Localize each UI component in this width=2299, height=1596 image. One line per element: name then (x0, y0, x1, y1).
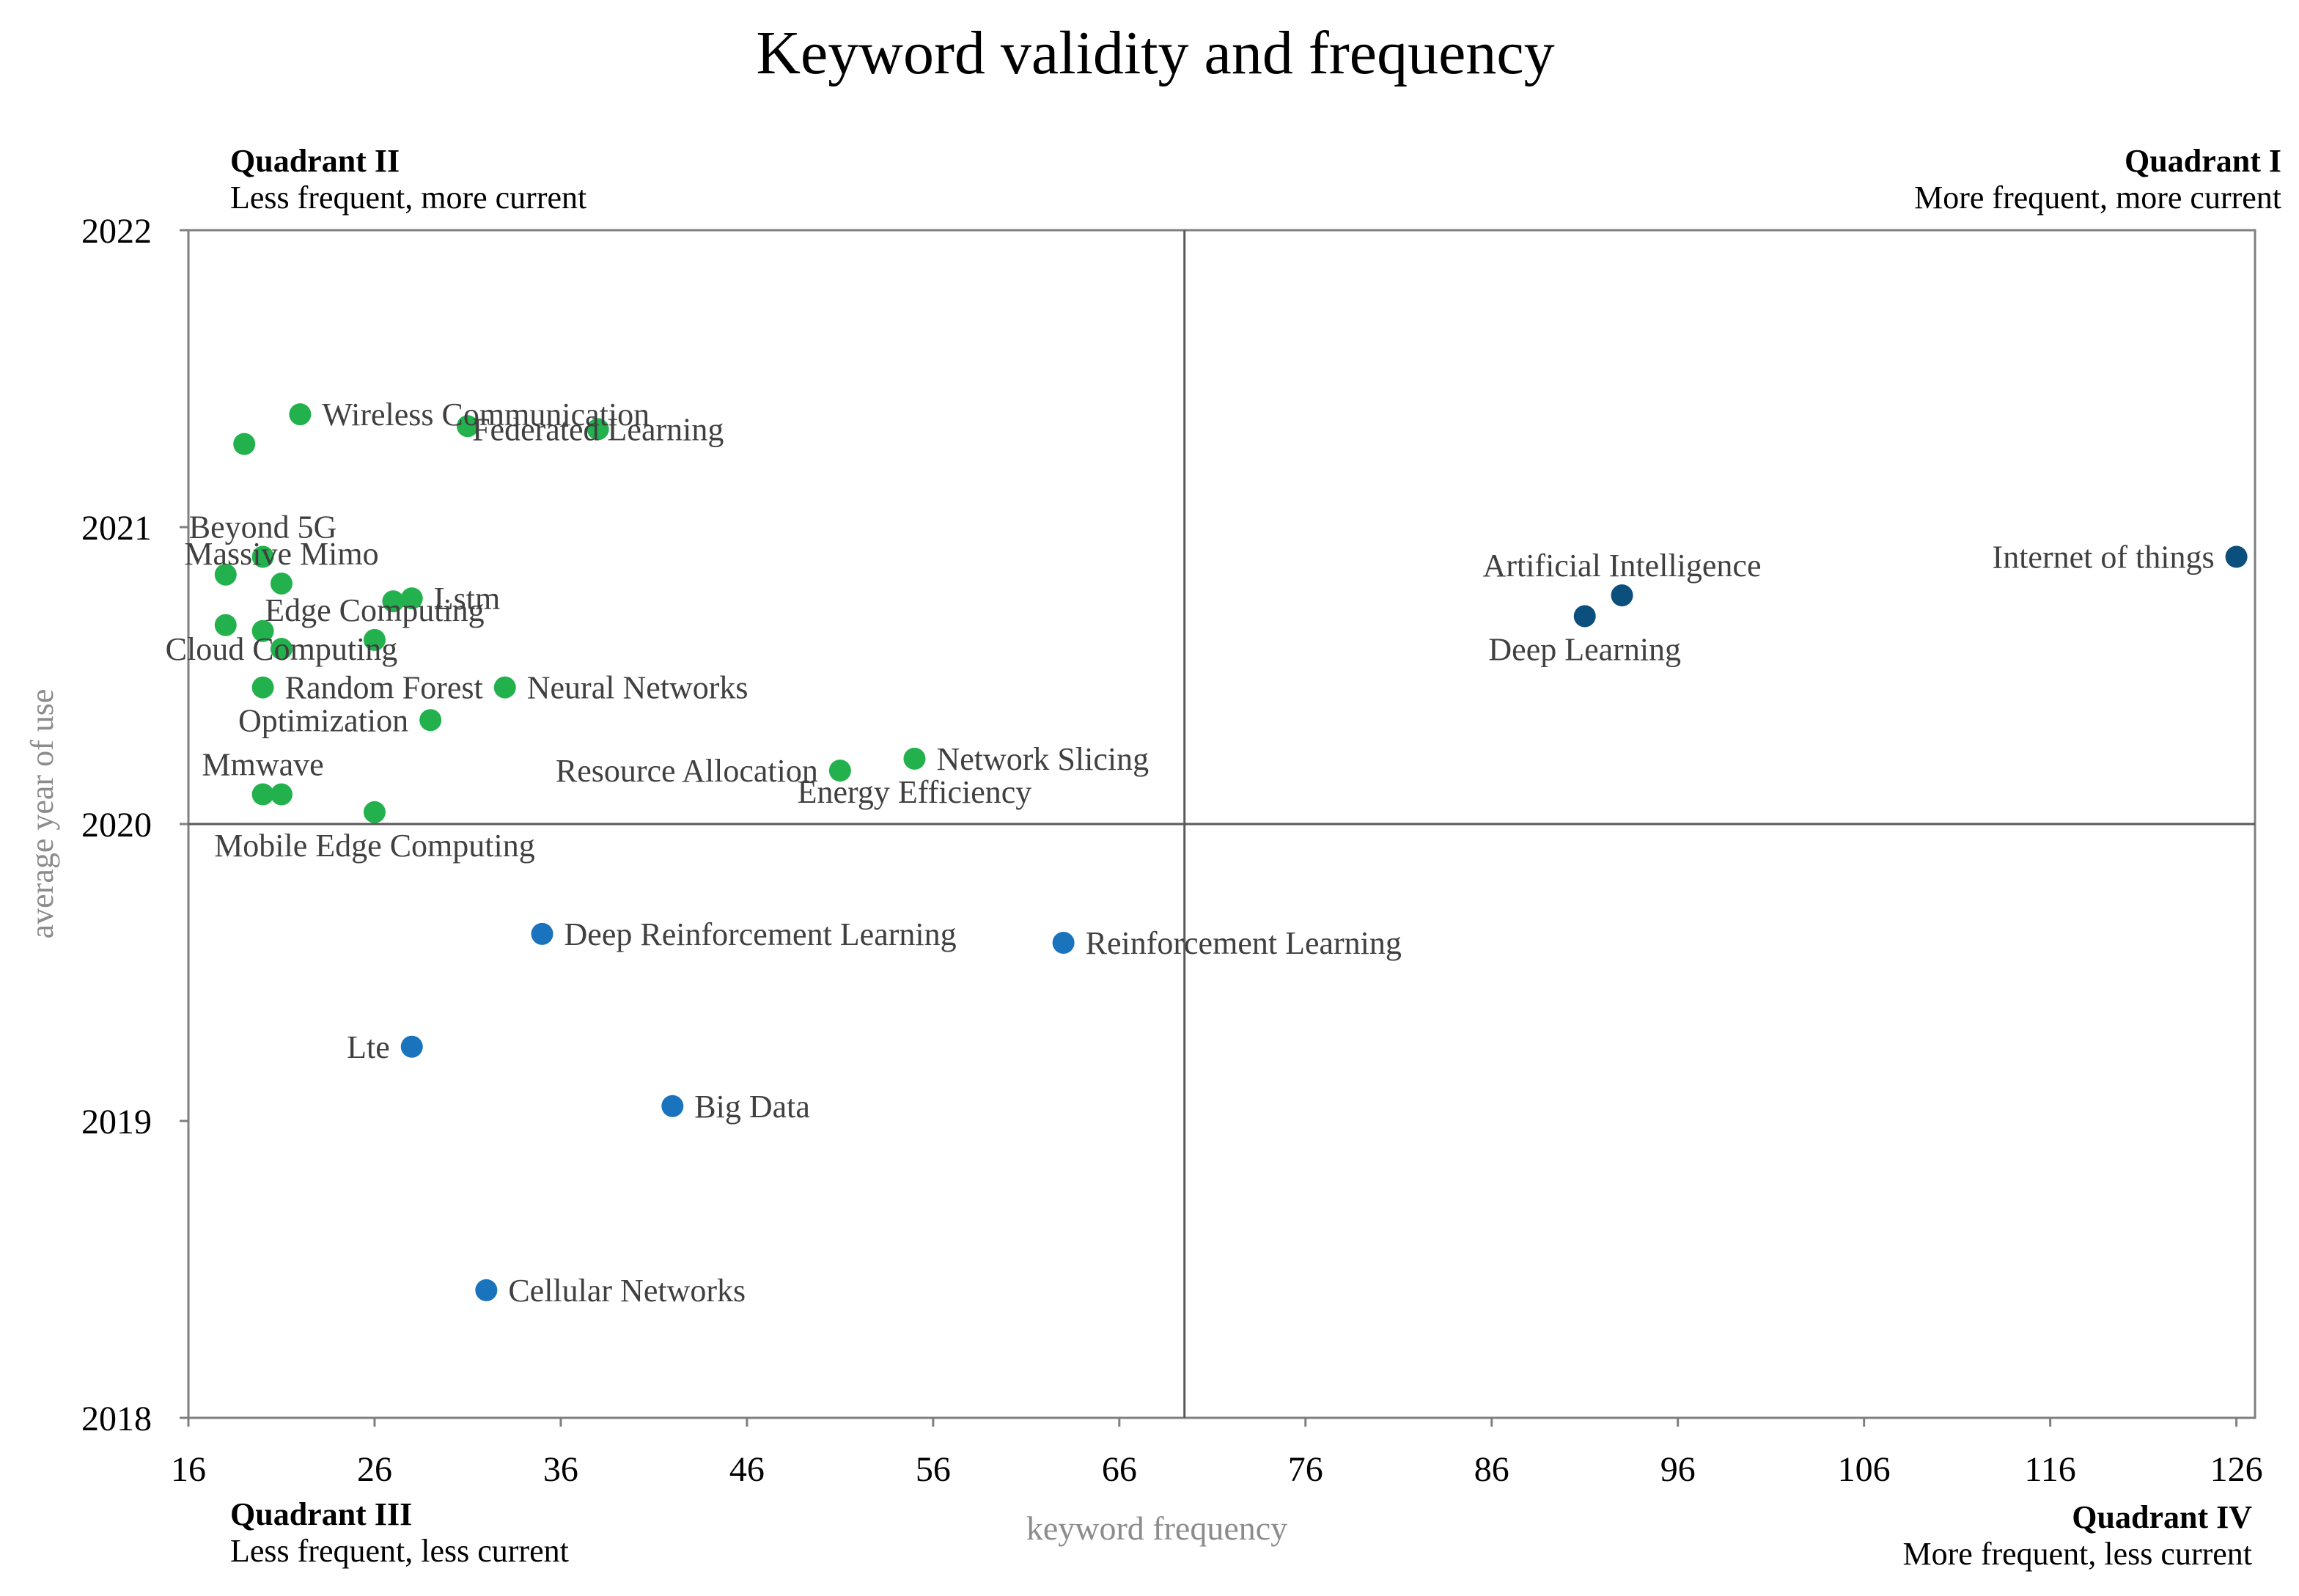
data-point (251, 545, 274, 568)
quadrant-title-q1: Quadrant I (2125, 143, 2281, 179)
data-point (289, 403, 312, 426)
quadrant-title-q3: Quadrant III (230, 1496, 412, 1532)
data-point (661, 1095, 684, 1117)
quadrant-title-q4: Quadrant IV (2072, 1499, 2252, 1535)
x-tick-label: 56 (916, 1450, 951, 1489)
point-label: Cellular Networks (508, 1273, 746, 1309)
x-tick-label: 126 (2210, 1450, 2263, 1489)
data-point (2225, 545, 2248, 568)
data-point (419, 709, 442, 732)
x-tick-label: 86 (1474, 1450, 1509, 1489)
point-label: Network Slicing (936, 741, 1149, 777)
data-point (475, 1279, 498, 1301)
x-axis-label: keyword frequency (1026, 1509, 1287, 1547)
data-point (363, 628, 386, 651)
quadrant-subtitle-q2: Less frequent, more current (230, 180, 586, 216)
x-tick-label: 96 (1660, 1450, 1696, 1489)
quadrant-subtitle-q4: More frequent, less current (1903, 1536, 2252, 1572)
x-tick-label: 106 (1838, 1450, 1891, 1489)
point-label: Mobile Edge Computing (214, 828, 535, 864)
point-label: Big Data (694, 1089, 810, 1125)
data-point (214, 563, 237, 586)
point-label: Internet of things (1993, 540, 2215, 575)
quadrant-title-q2: Quadrant II (230, 143, 400, 179)
y-tick-label: 2022 (81, 212, 152, 251)
data-point (456, 415, 479, 438)
data-point (251, 783, 274, 806)
x-tick-label: 116 (2025, 1450, 2076, 1489)
point-label: Artificial Intelligence (1483, 548, 1762, 584)
data-point (251, 676, 274, 699)
data-point (531, 922, 553, 945)
point-label: Optimization (238, 702, 408, 738)
point-label: Energy Efficiency (798, 774, 1032, 810)
data-point (1611, 584, 1633, 607)
y-tick-label: 2020 (81, 806, 152, 845)
point-label: Lte (347, 1029, 390, 1065)
point-label: Random Forest (285, 670, 483, 706)
data-point (233, 433, 256, 455)
point-label: Wireless Communication (322, 397, 650, 433)
x-tick-label: 36 (543, 1450, 578, 1489)
point-label: Cloud Computing (166, 631, 398, 667)
x-tick-label: 26 (357, 1450, 392, 1489)
chart-title: Keyword validity and frequency (756, 19, 1554, 87)
quadrant-subtitle-q1: More frequent, more current (1914, 180, 2281, 216)
point-label: Edge Computing (265, 592, 484, 628)
data-point (903, 747, 926, 770)
point-label: Reinforcement Learning (1086, 925, 1402, 961)
quadrant-subtitle-q3: Less frequent, less current (230, 1533, 569, 1569)
data-point (586, 418, 609, 441)
data-point (1573, 605, 1596, 628)
point-label: Resource Allocation (556, 753, 818, 789)
data-point (400, 1035, 423, 1058)
point-label: Federated Learning (472, 411, 724, 447)
data-point (270, 638, 293, 661)
point-label: Beyond 5G (189, 510, 337, 545)
x-tick-label: 16 (171, 1450, 206, 1489)
data-point (1052, 932, 1075, 954)
y-tick-label: 2021 (81, 509, 152, 548)
y-tick-label: 2019 (81, 1103, 152, 1141)
point-label: Deep Reinforcement Learning (564, 916, 957, 952)
x-tick-label: 46 (729, 1450, 765, 1489)
x-tick-label: 76 (1288, 1450, 1323, 1489)
point-label: Lstm (434, 581, 500, 617)
point-label: Neural Networks (527, 670, 748, 706)
data-point (400, 587, 423, 610)
point-label: Deep Learning (1488, 632, 1681, 668)
point-label: Mmwave (202, 747, 323, 783)
data-point (363, 801, 386, 823)
data-point (828, 760, 851, 782)
y-axis-label: average year of use (24, 689, 60, 939)
data-point (270, 572, 293, 595)
data-point (214, 614, 237, 636)
point-label: Massive Mimo (184, 536, 378, 572)
x-tick-label: 66 (1102, 1450, 1137, 1489)
data-point (251, 619, 274, 642)
data-point (493, 676, 516, 699)
data-point (382, 590, 405, 613)
data-point (270, 783, 293, 806)
y-tick-label: 2018 (81, 1400, 152, 1438)
